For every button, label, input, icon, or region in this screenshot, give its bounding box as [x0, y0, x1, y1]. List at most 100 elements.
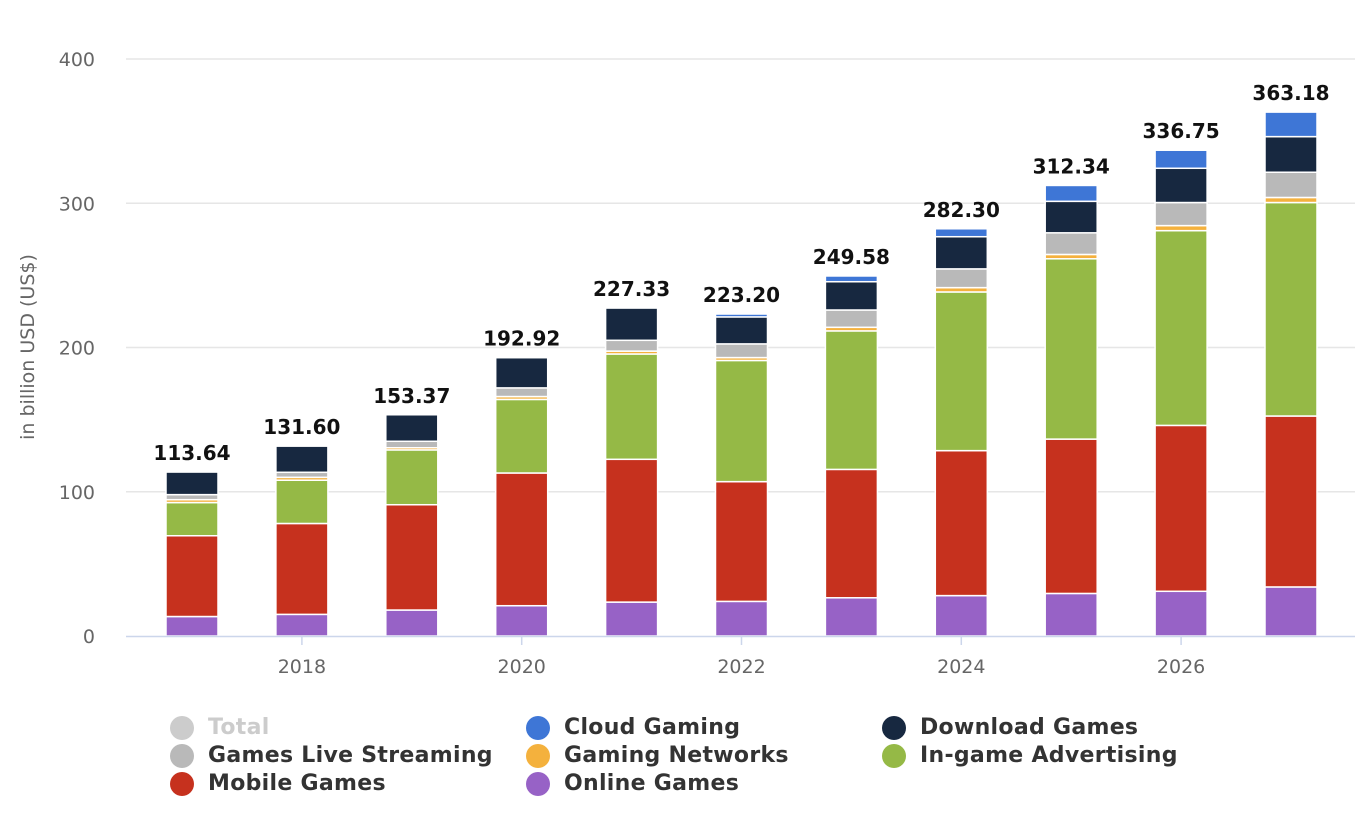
legend-item-cloud-gaming[interactable]: Cloud Gaming	[526, 715, 740, 740]
bar-segment-cloud-gaming[interactable]	[1264, 111, 1318, 138]
total-label: 192.92	[483, 327, 560, 351]
bar-segment-mobile-games[interactable]	[1264, 415, 1318, 588]
legend-marker-icon	[170, 715, 194, 740]
bar-segment-in-game-advertising[interactable]	[714, 359, 769, 483]
bar-segment-download-games[interactable]	[494, 356, 549, 389]
bar-segment-online-games[interactable]	[1154, 590, 1208, 637]
bar-segment-games-live-streaming[interactable]	[1154, 201, 1208, 227]
x-tick-label: 2026	[1157, 656, 1205, 678]
bar-segment-download-games[interactable]	[275, 445, 329, 474]
bar-stack-2021	[604, 307, 659, 637]
bar-segment-download-games[interactable]	[1154, 167, 1208, 204]
bar-segment-online-games[interactable]	[1264, 586, 1318, 637]
bar-segment-cloud-gaming[interactable]	[1044, 184, 1098, 203]
bar-segment-mobile-games[interactable]	[494, 472, 549, 607]
bar-segment-online-games[interactable]	[934, 594, 989, 637]
bar-segment-download-games[interactable]	[714, 316, 769, 345]
bar-segment-games-live-streaming[interactable]	[1264, 171, 1318, 199]
bar-segment-in-game-advertising[interactable]	[275, 479, 329, 525]
total-label: 312.34	[1033, 154, 1110, 178]
bar-segment-online-games[interactable]	[824, 597, 879, 637]
legend-marker-icon	[170, 771, 194, 796]
bar-stack-2017	[165, 471, 219, 637]
legend-marker-icon	[170, 743, 194, 768]
bar-segment-games-live-streaming[interactable]	[1044, 232, 1098, 256]
bar-segment-download-games[interactable]	[604, 307, 659, 342]
bar-segment-online-games[interactable]	[1044, 592, 1098, 637]
legend-item-online-games[interactable]: Online Games	[526, 771, 739, 796]
bar-segment-online-games[interactable]	[494, 604, 549, 637]
bar-segment-games-live-streaming[interactable]	[385, 440, 439, 449]
bar-stack-2027	[1264, 111, 1318, 637]
legend-label: Download Games	[920, 715, 1139, 740]
bar-segment-games-live-streaming[interactable]	[165, 493, 219, 501]
bar-segment-mobile-games[interactable]	[385, 503, 439, 611]
y-axis-label: in billion USD (US$)	[17, 254, 39, 440]
y-tick-label: 100	[59, 482, 95, 504]
legend-marker-icon	[882, 743, 906, 768]
bar-segment-mobile-games[interactable]	[714, 480, 769, 603]
bar-segment-download-games[interactable]	[934, 235, 989, 270]
bar-segment-download-games[interactable]	[385, 414, 439, 443]
bar-stack-2026	[1154, 149, 1208, 637]
legend-item-in-game-advertising[interactable]: In-game Advertising	[882, 743, 1178, 768]
bar-segment-mobile-games[interactable]	[275, 522, 329, 616]
y-tick-label: 300	[59, 193, 95, 215]
bar-segment-in-game-advertising[interactable]	[165, 501, 219, 537]
bar-segment-cloud-gaming[interactable]	[824, 275, 879, 283]
bar-segment-in-game-advertising[interactable]	[824, 330, 879, 471]
bar-segment-gaming-networks[interactable]	[1264, 196, 1318, 204]
legend-label: Gaming Networks	[564, 743, 789, 768]
bar-segment-games-live-streaming[interactable]	[494, 387, 549, 398]
bar-segment-online-games[interactable]	[604, 601, 659, 637]
legend-item-total[interactable]: Total	[170, 715, 270, 740]
x-tick-label: 2024	[937, 656, 985, 678]
bar-segment-mobile-games[interactable]	[165, 534, 219, 618]
legend-item-mobile-games[interactable]: Mobile Games	[170, 771, 386, 796]
bar-segment-games-live-streaming[interactable]	[714, 343, 769, 359]
bar-stack-2018	[275, 445, 329, 637]
bar-segment-in-game-advertising[interactable]	[494, 398, 549, 474]
bar-segment-download-games[interactable]	[824, 280, 879, 311]
bar-segment-games-live-streaming[interactable]	[934, 268, 989, 289]
bar-segment-download-games[interactable]	[1264, 135, 1318, 173]
bar-segment-download-games[interactable]	[165, 471, 219, 496]
bar-segment-mobile-games[interactable]	[604, 458, 659, 603]
bar-segment-online-games[interactable]	[714, 600, 769, 637]
bar-segment-cloud-gaming[interactable]	[714, 313, 769, 318]
bar-segment-in-game-advertising[interactable]	[604, 353, 659, 461]
bar-segment-mobile-games[interactable]	[1044, 438, 1098, 595]
bar-segment-games-live-streaming[interactable]	[275, 471, 329, 479]
bar-stack-2024	[934, 228, 989, 637]
y-axis-ticks: 0 100 200 300 400	[59, 49, 95, 648]
bar-segment-in-game-advertising[interactable]	[1264, 201, 1318, 417]
bar-segment-mobile-games[interactable]	[1154, 424, 1208, 593]
bar-segment-gaming-networks[interactable]	[1154, 224, 1208, 232]
bar-segment-online-games[interactable]	[165, 615, 219, 637]
bar-segment-games-live-streaming[interactable]	[604, 339, 659, 352]
legend-item-download-games[interactable]: Download Games	[882, 715, 1138, 740]
legend-label: Games Live Streaming	[208, 743, 493, 768]
bar-segment-in-game-advertising[interactable]	[1154, 229, 1208, 427]
total-label: 282.30	[923, 198, 1000, 222]
bar-segment-online-games[interactable]	[275, 613, 329, 637]
bar-segment-download-games[interactable]	[1044, 200, 1098, 234]
bar-segment-cloud-gaming[interactable]	[934, 228, 989, 238]
x-tick-label: 2020	[498, 656, 546, 678]
legend-label: Cloud Gaming	[564, 715, 741, 740]
bar-segment-online-games[interactable]	[385, 609, 439, 637]
x-tick-label: 2022	[717, 656, 765, 678]
legend-label: In-game Advertising	[920, 743, 1178, 768]
legend-marker-icon	[526, 771, 550, 796]
bar-segment-in-game-advertising[interactable]	[385, 449, 439, 506]
legend-item-games-live-streaming[interactable]: Games Live Streaming	[170, 743, 493, 768]
bar-segment-in-game-advertising[interactable]	[1044, 258, 1098, 440]
bar-segment-games-live-streaming[interactable]	[824, 309, 879, 329]
stacked-bar-chart: 0 100 200 300 400 in billion USD (US$) 113.6…	[17, 49, 1355, 678]
bar-segment-cloud-gaming[interactable]	[1154, 149, 1208, 170]
bar-segment-mobile-games[interactable]	[934, 449, 989, 597]
bar-segment-in-game-advertising[interactable]	[934, 291, 989, 452]
bar-segment-mobile-games[interactable]	[824, 468, 879, 599]
legend-item-gaming-networks[interactable]: Gaming Networks	[526, 743, 789, 768]
total-labels: 113.64 131.60 153.37 192.92 227.33 223.20 249.…	[153, 81, 1329, 465]
